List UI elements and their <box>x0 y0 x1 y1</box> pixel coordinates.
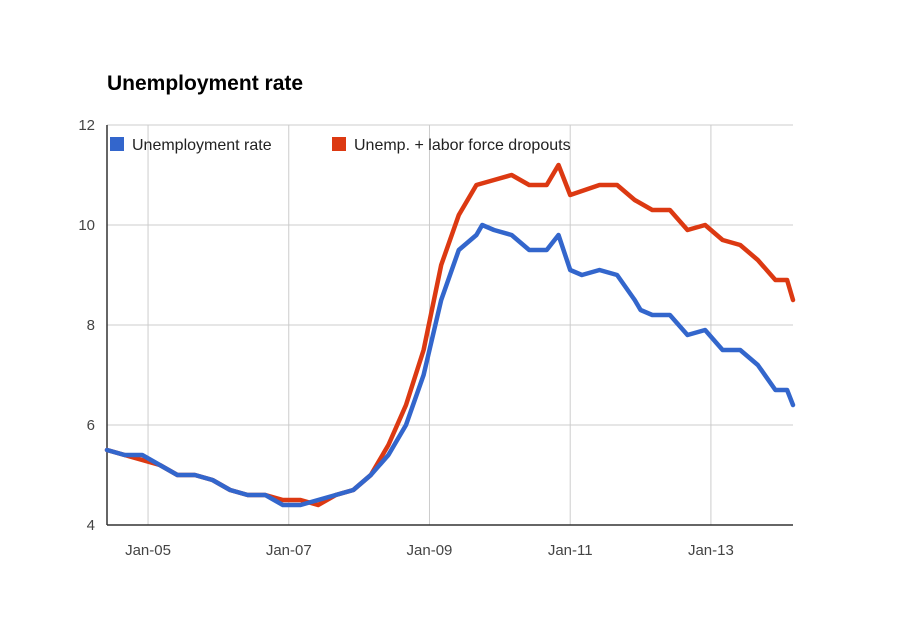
series-line-0 <box>104 222 796 508</box>
x-tick-label: Jan-09 <box>407 542 453 559</box>
x-tick-label: Jan-13 <box>688 542 734 559</box>
y-tick-label: 10 <box>78 217 95 234</box>
grid-lines <box>107 124 793 525</box>
chart-title: Unemployment rate <box>107 72 303 95</box>
x-tick-label: Jan-05 <box>125 542 171 559</box>
legend-label: Unemployment rate <box>132 137 272 154</box>
legend: Unemployment rate Unemp. + labor force dr… <box>110 137 571 154</box>
y-tick-label: 12 <box>78 117 95 134</box>
y-tick-label: 8 <box>87 317 95 334</box>
legend-swatch <box>332 137 346 151</box>
x-tick-label: Jan-11 <box>548 542 593 559</box>
y-tick-label: 4 <box>87 517 95 534</box>
y-tick-label: 6 <box>87 417 95 434</box>
legend-label: Unemp. + labor force dropouts <box>354 137 571 154</box>
x-tick-label: Jan-07 <box>266 542 312 559</box>
legend-swatch <box>110 137 124 151</box>
axes: 4 6 8 10 12 Jan-05 Jan-07 Jan-09 Jan-11 Jan-13 <box>78 117 793 559</box>
series-lines <box>104 162 796 508</box>
